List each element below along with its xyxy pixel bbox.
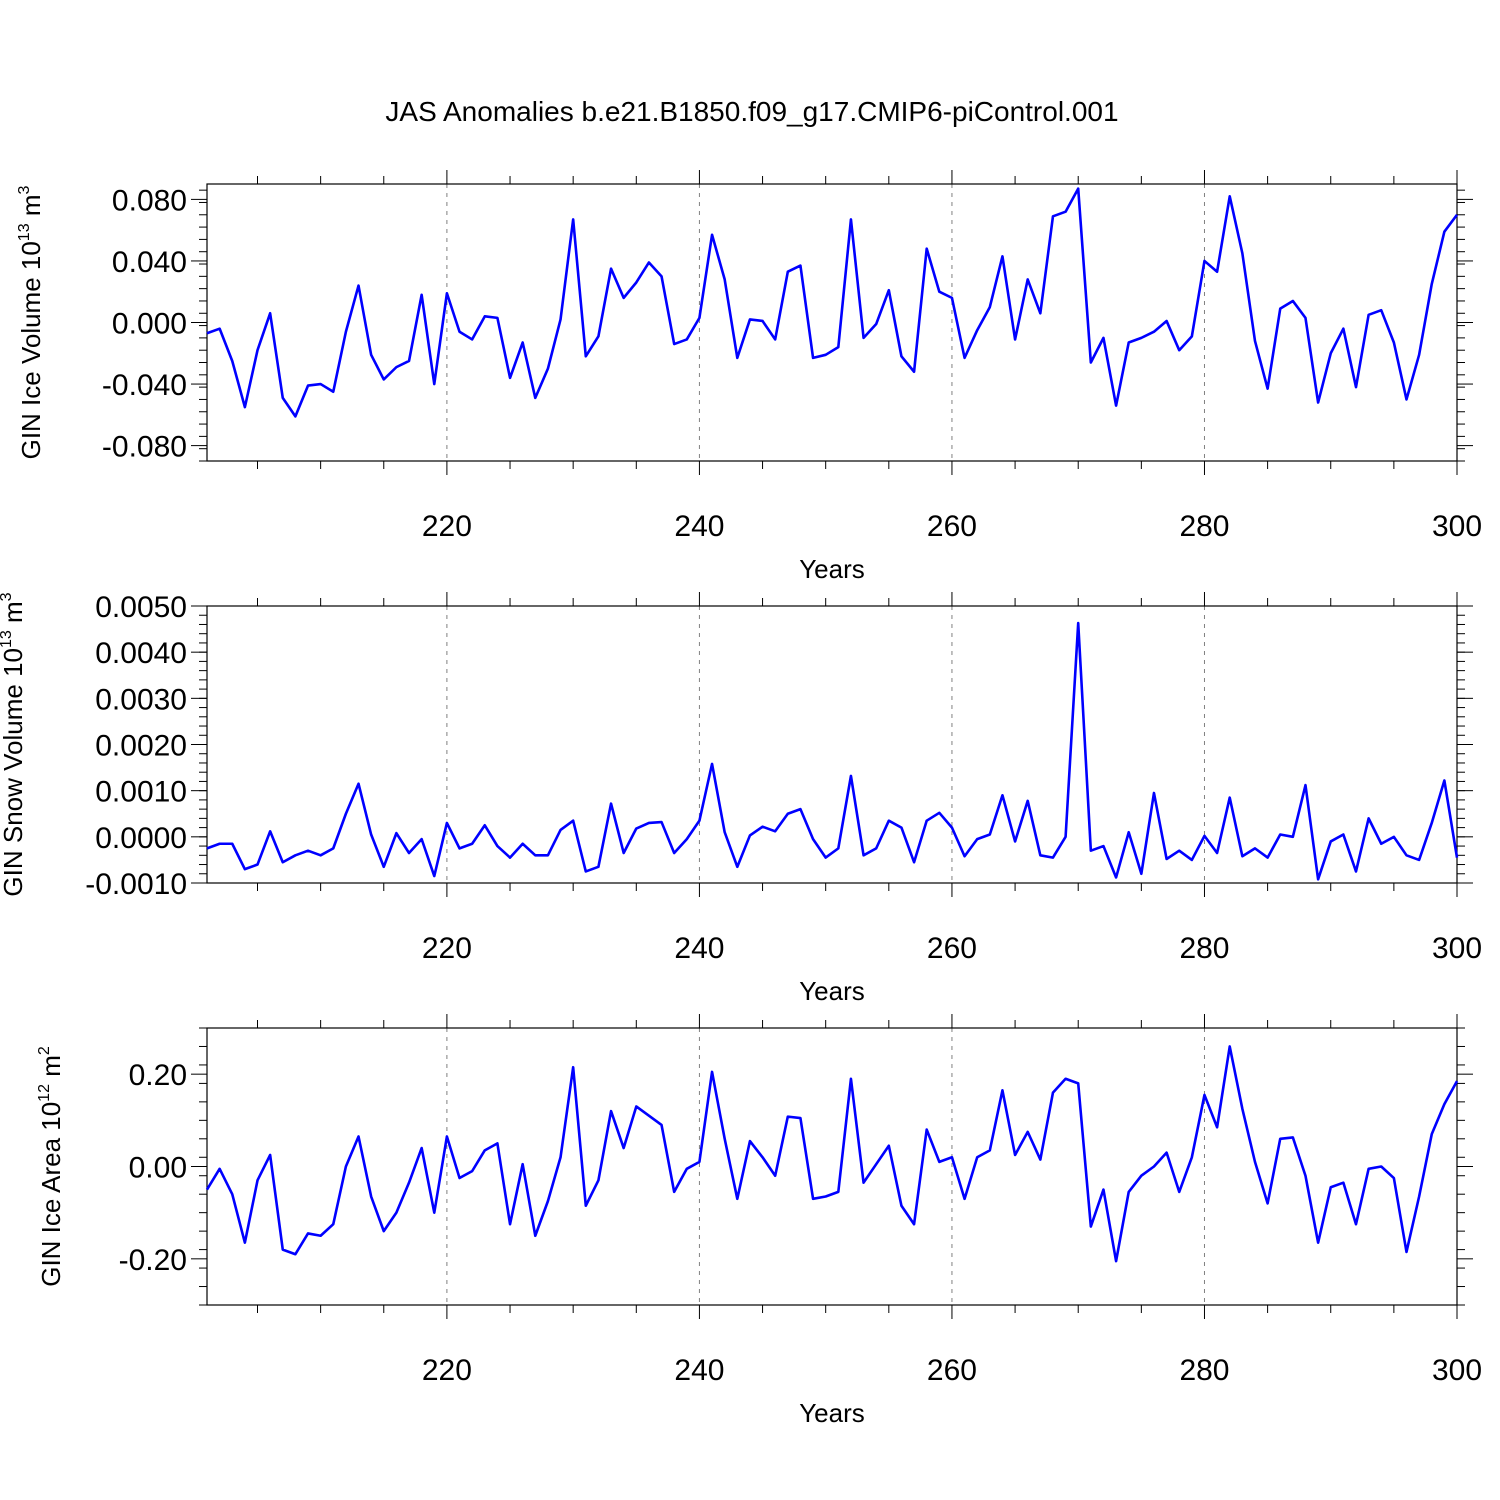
x-tick-label: 260 xyxy=(927,932,977,965)
figure-title: JAS Anomalies b.e21.B1850.f09_g17.CMIP6-… xyxy=(385,96,1118,127)
y-tick-label: 0.040 xyxy=(112,246,187,279)
y-tick-label: 0.0050 xyxy=(95,591,187,624)
x-tick-label: 280 xyxy=(1179,932,1229,965)
panels: 0.080 0.040 0.000 -0.040 -0.080 220 240 260 280 3… xyxy=(0,170,1482,1428)
x-tick-label: 260 xyxy=(927,510,977,543)
x-tick-label: 220 xyxy=(422,932,472,965)
series-line xyxy=(206,621,1459,881)
y-tick-label: -0.040 xyxy=(102,369,187,402)
y-tick-label: 0.00 xyxy=(129,1152,187,1185)
x-tick-label: 240 xyxy=(674,510,724,543)
y-tick-label: 0.0040 xyxy=(95,637,187,670)
x-axis-title: Years xyxy=(799,976,865,1006)
panel-1: 0.080 0.040 0.000 -0.040 -0.080 220 240 260 280 3… xyxy=(16,170,1482,584)
y-tick-label: -0.0010 xyxy=(85,868,187,901)
y-axis-title: GIN Snow Volume 1013 m3 xyxy=(0,592,28,896)
x-tick-label: 300 xyxy=(1432,932,1482,965)
x-tick-label: 220 xyxy=(422,1354,472,1387)
x-tick-label: 300 xyxy=(1432,1354,1482,1387)
x-tick-label: 260 xyxy=(927,1354,977,1387)
y-tick-label: 0.0000 xyxy=(95,822,187,855)
y-axis-title: GIN Ice Volume 1013 m3 xyxy=(16,185,46,459)
y-axis-title: GIN Ice Area 1012 m2 xyxy=(36,1046,66,1287)
y-tick-label: 0.0030 xyxy=(95,683,187,716)
x-tick-label: 280 xyxy=(1179,1354,1229,1387)
y-tick-label: 0.000 xyxy=(112,308,187,341)
x-tick-label: 240 xyxy=(674,1354,724,1387)
x-tick-label: 280 xyxy=(1179,510,1229,543)
x-axis-title: Years xyxy=(799,554,865,584)
y-tick-label: 0.0010 xyxy=(95,776,187,809)
series-line xyxy=(206,187,1459,418)
y-tick-label: 0.20 xyxy=(129,1059,187,1092)
panel-3: 0.20 0.00 -0.20 220 240 260 280 300 Years GIN Ice… xyxy=(36,1014,1482,1428)
y-tick-label: 0.080 xyxy=(112,184,187,217)
y-tick-label: 0.0020 xyxy=(95,730,187,763)
plot-frame xyxy=(206,1027,1458,1306)
x-axis-title: Years xyxy=(799,1398,865,1428)
series-line xyxy=(205,1045,1459,1263)
y-tick-label: -0.20 xyxy=(119,1244,187,1277)
x-tick-label: 240 xyxy=(674,932,724,965)
y-tick-label: -0.080 xyxy=(102,431,187,464)
panel-2: 0.0050 0.0040 0.0030 0.0020 0.0010 0.0000 -0.0… xyxy=(0,591,1482,1006)
plot-frame xyxy=(206,183,1458,462)
x-tick-label: 220 xyxy=(422,510,472,543)
x-tick-label: 300 xyxy=(1432,510,1482,543)
